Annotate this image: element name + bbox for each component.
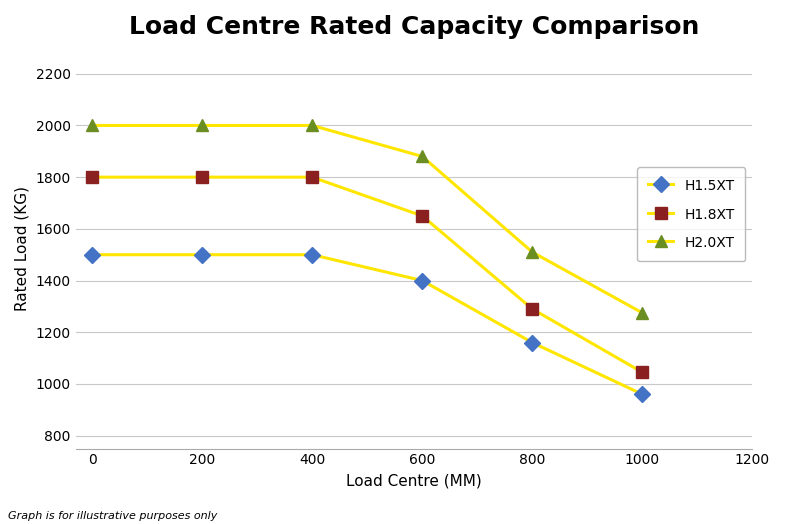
- Text: Graph is for illustrative purposes only: Graph is for illustrative purposes only: [8, 511, 217, 521]
- Y-axis label: Rated Load (KG): Rated Load (KG): [15, 185, 30, 311]
- X-axis label: Load Centre (MM): Load Centre (MM): [346, 473, 482, 488]
- Legend: H1.5XT, H1.8XT, H2.0XT: H1.5XT, H1.8XT, H2.0XT: [637, 167, 746, 261]
- Title: Load Centre Rated Capacity Comparison: Load Centre Rated Capacity Comparison: [129, 15, 699, 39]
